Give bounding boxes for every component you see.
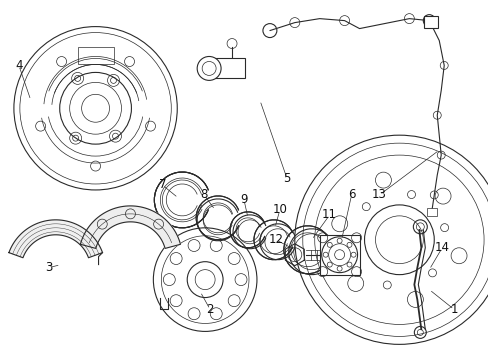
Text: 4: 4 [15, 59, 22, 72]
Bar [424, 15, 437, 28]
Bar [209, 58, 244, 78]
Text: 2: 2 [206, 303, 213, 316]
Circle shape [197, 57, 221, 80]
Text: 10: 10 [272, 203, 287, 216]
Text: 8: 8 [200, 188, 207, 202]
Text: 9: 9 [240, 193, 247, 206]
Text: 6: 6 [347, 188, 355, 202]
Bar [78, 46, 113, 64]
Text: 7: 7 [158, 179, 166, 192]
Text: 5: 5 [283, 171, 290, 185]
FancyBboxPatch shape [319, 235, 359, 275]
Text: 13: 13 [371, 188, 386, 202]
Text: 12: 12 [268, 233, 283, 246]
Text: 3: 3 [45, 261, 52, 274]
Polygon shape [80, 206, 180, 248]
Text: 11: 11 [322, 208, 337, 221]
Text: 1: 1 [449, 303, 457, 316]
Polygon shape [9, 220, 102, 258]
Bar [427, 208, 436, 216]
Text: 14: 14 [434, 241, 449, 254]
